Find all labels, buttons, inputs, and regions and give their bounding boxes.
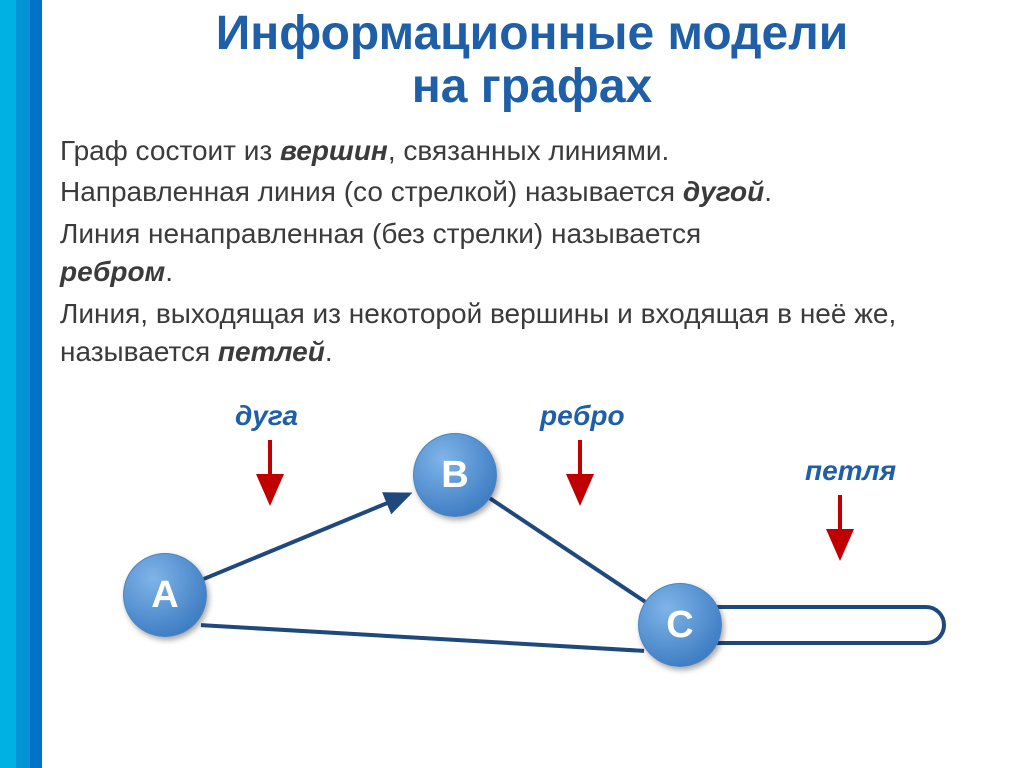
stripe-1: [0, 0, 16, 768]
title-line-1: Информационные модели: [216, 7, 849, 60]
content-area: Информационные модели на графах Граф сос…: [60, 8, 1004, 374]
para-3: Линия ненаправленная (без стрелки) назыв…: [60, 215, 1004, 291]
para-4: Линия, выходящая из некоторой вершины и …: [60, 295, 1004, 371]
label-duga: дуга: [235, 400, 298, 432]
edge-a-b-arc: [204, 494, 409, 579]
body-text: Граф состоит из вершин, связанных линиям…: [60, 132, 1004, 371]
graph-diagram: А В С дуга ребро петля: [60, 400, 1000, 740]
node-a: А: [123, 553, 207, 637]
edge-c-loop: [716, 607, 944, 643]
graph-edges: [60, 400, 1000, 740]
edge-b-c-rib: [490, 498, 645, 601]
label-petlya: петля: [805, 455, 896, 487]
stripe-3: [30, 0, 42, 768]
node-b: В: [413, 433, 497, 517]
slide-title: Информационные модели на графах: [60, 8, 1004, 114]
para-1: Граф состоит из вершин, связанных линиям…: [60, 132, 1004, 170]
left-accent-stripe: [0, 0, 42, 768]
node-c: С: [638, 583, 722, 667]
para-2: Направленная линия (со стрелкой) называе…: [60, 173, 1004, 211]
label-rebro: ребро: [540, 400, 625, 432]
title-line-2: на графах: [412, 60, 652, 113]
edge-a-c: [201, 625, 644, 651]
stripe-2: [16, 0, 30, 768]
